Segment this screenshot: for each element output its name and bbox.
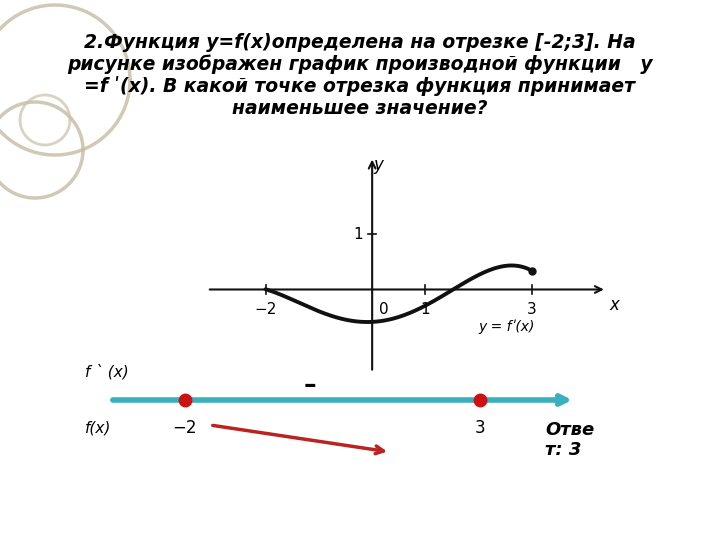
Text: −2: −2 bbox=[254, 302, 276, 316]
Text: наименьшее значение?: наименьшее значение? bbox=[233, 98, 487, 118]
Text: –: – bbox=[304, 373, 316, 397]
Text: =f ʹ(x). В какой точке отрезка функция принимает: =f ʹ(x). В какой точке отрезка функция п… bbox=[84, 76, 636, 96]
Text: 0: 0 bbox=[379, 302, 388, 316]
Text: 3: 3 bbox=[474, 419, 485, 437]
Text: f(x): f(x) bbox=[85, 421, 112, 435]
Text: 2.Функция у=f(x)определена на отрезке [-2;3]. На: 2.Функция у=f(x)определена на отрезке [-… bbox=[84, 32, 636, 51]
Text: −2: −2 bbox=[173, 419, 197, 437]
Text: f ` (x): f ` (x) bbox=[85, 364, 129, 380]
Text: рисунке изображен график производной функции   у: рисунке изображен график производной фун… bbox=[67, 54, 653, 74]
Text: 1: 1 bbox=[420, 302, 431, 316]
Text: y: y bbox=[374, 156, 384, 174]
Text: 1: 1 bbox=[353, 227, 363, 242]
Text: Отве
т: 3: Отве т: 3 bbox=[545, 421, 594, 460]
Text: x: x bbox=[609, 296, 619, 314]
Text: 3: 3 bbox=[527, 302, 537, 316]
Text: y = fʹ(x): y = fʹ(x) bbox=[479, 320, 535, 334]
